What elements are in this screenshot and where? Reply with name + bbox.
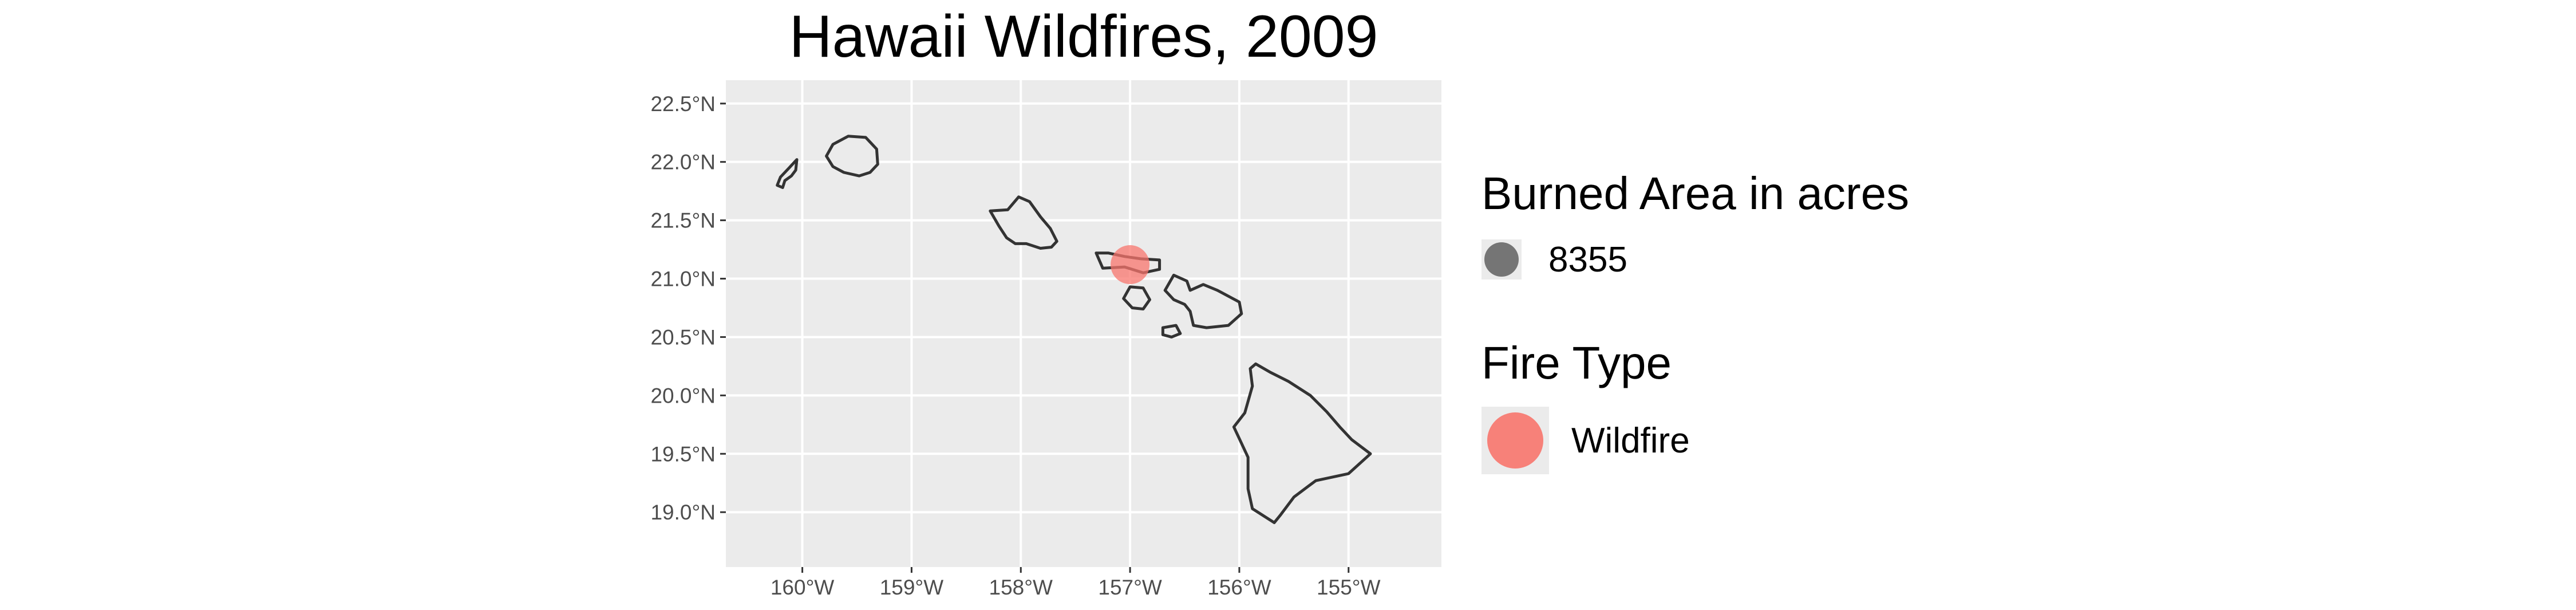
x-tick-label: 155°W bbox=[1317, 576, 1381, 599]
type-legend-title: Fire Type bbox=[1481, 337, 1672, 388]
y-tick-label: 19.0°N bbox=[650, 501, 716, 524]
wildfire-legend-circle bbox=[1487, 412, 1543, 469]
x-tick-label: 159°W bbox=[880, 576, 944, 599]
island-niihau bbox=[776, 158, 799, 189]
island-hawaii bbox=[1232, 362, 1372, 524]
island-maui bbox=[1163, 273, 1243, 329]
axes: 160°W 159°W 158°W 157°W 156°W 155°W 19.0°N 19.5… bbox=[650, 92, 1380, 599]
y-tick-label: 21.0°N bbox=[650, 267, 716, 291]
island-kahoolawe bbox=[1161, 324, 1182, 339]
y-tick-label: 19.5°N bbox=[650, 442, 716, 466]
island-oahu bbox=[989, 195, 1058, 250]
island-lanai bbox=[1122, 285, 1151, 310]
size-legend-title: Burned Area in acres bbox=[1481, 168, 1910, 219]
size-legend-circle bbox=[1484, 242, 1519, 277]
y-tick-label: 22.0°N bbox=[650, 151, 716, 174]
size-legend-label: 8355 bbox=[1548, 240, 1627, 280]
fire-points bbox=[1111, 245, 1150, 285]
island-kauai bbox=[825, 135, 879, 178]
x-tick-label: 157°W bbox=[1098, 576, 1162, 599]
graticule bbox=[726, 80, 1441, 567]
y-tick-label: 21.5°N bbox=[650, 209, 716, 233]
x-tick-label: 160°W bbox=[771, 576, 835, 599]
map-title: Hawaii Wildfires, 2009 bbox=[789, 3, 1378, 70]
type-legend-label: Wildfire bbox=[1571, 421, 1690, 461]
x-tick-label: 158°W bbox=[989, 576, 1053, 599]
wildfire-point bbox=[1111, 245, 1150, 285]
y-tick-label: 20.5°N bbox=[650, 325, 716, 349]
x-tick-label: 156°W bbox=[1207, 576, 1271, 599]
y-tick-label: 22.5°N bbox=[650, 92, 716, 116]
size-legend-key bbox=[1481, 239, 1522, 280]
type-legend-key bbox=[1481, 407, 1549, 474]
y-tick-label: 20.0°N bbox=[650, 384, 716, 407]
